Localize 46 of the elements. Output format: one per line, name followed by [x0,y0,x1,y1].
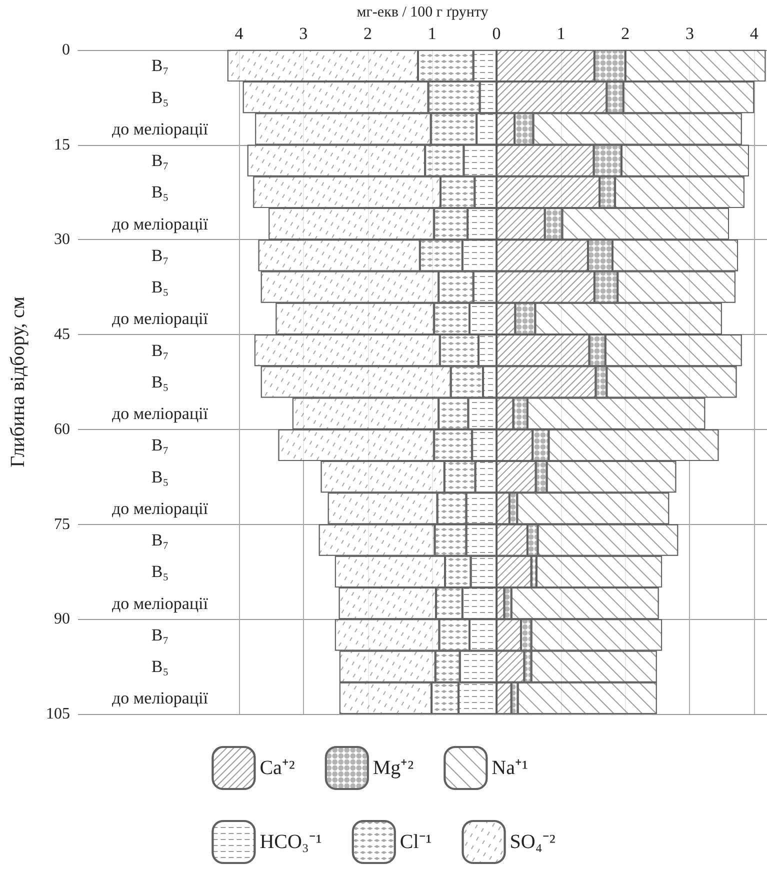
y-tick-label: до меліорації [112,309,208,328]
y2-tick-label: 75 [54,516,70,533]
legend-label: Cl⁻¹ [400,831,432,853]
y-tick-label: В₇ [151,340,169,360]
y-tick-label: В₅ [151,88,169,107]
y2-tick-label: 30 [54,231,70,248]
x-tick-label: 2 [621,24,630,43]
y-tick-label: В₅ [151,278,169,297]
y-tick-label: до меліорації [112,119,208,138]
x-axis-title: мг-екв / 100 г ґрунту [356,4,489,20]
legend-label: SO₄⁻² [510,831,556,853]
x-tick-label: 4 [234,24,244,43]
y2-tick-label: 90 [54,610,70,628]
x-tick-label: 4 [750,24,759,43]
y-tick-label: В₇ [151,530,169,550]
x-tick-label: 0 [492,24,501,43]
y-tick-label: В₇ [151,436,169,455]
y-tick-label: В₇ [151,625,169,644]
x-tick-label: 2 [364,24,372,43]
y-tick-label: В₇ [151,151,169,170]
legend-label: Ca⁺² [260,757,295,779]
y-tick-label: до меліорації [112,594,208,613]
y-tick-label: В₅ [151,372,169,392]
y-tick-label: В₅ [151,657,169,676]
y-tick-label: В₇ [151,56,169,76]
y2-tick-label: 0 [62,41,70,58]
y-tick-label: В₇ [151,246,169,265]
y-tick-label: В₅ [151,182,169,202]
y-tick-label: до меліорації [112,214,208,234]
y2-tick-label: 105 [46,706,70,722]
y-tick-label: до меліорації [112,688,208,708]
x-tick-label: 1 [428,24,436,43]
y-tick-label: В₅ [151,467,169,486]
x-tick-label: 3 [685,24,694,43]
y-tick-label: до меліорації [112,404,208,424]
y-tick-label: до меліорації [112,498,208,518]
x-tick-label: 3 [299,24,308,43]
legend-label: Na⁺¹ [492,757,528,779]
y2-axis-title: Глибина відбору, см [7,296,29,468]
x-tick-label: 1 [556,24,566,43]
legend-label: HCO₃⁻¹ [260,831,322,853]
y-tick-label: В₅ [151,562,169,582]
y2-tick-label: 15 [54,136,70,154]
y2-tick-label: 60 [54,420,70,438]
legend-label: Mg⁺² [372,757,414,779]
y2-tick-label: 45 [54,326,70,344]
